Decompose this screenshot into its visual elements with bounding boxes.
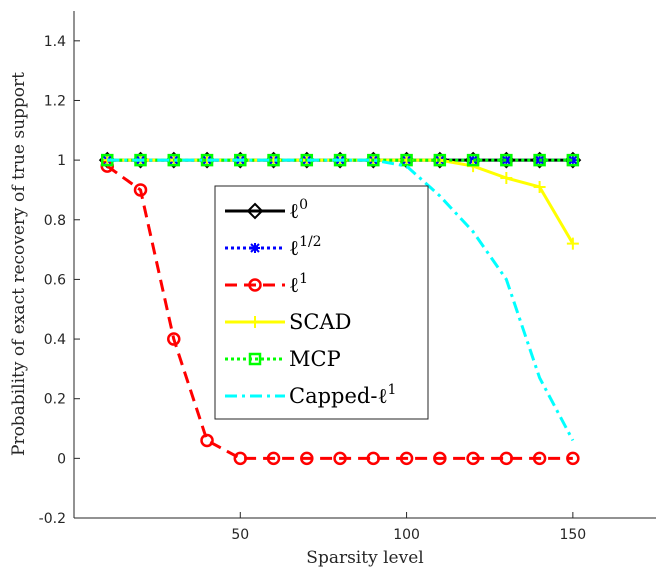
data-point xyxy=(500,153,513,167)
data-point xyxy=(566,153,580,167)
y-tick-label: 0 xyxy=(57,451,66,467)
legend-label: MCP xyxy=(289,347,341,371)
legend-label: ℓ1 xyxy=(289,271,308,297)
legend-label: Capped-ℓ1 xyxy=(289,382,396,408)
data-point xyxy=(500,172,513,185)
x-axis-label: Sparsity level xyxy=(306,548,423,568)
legend-entry: SCAD xyxy=(225,310,351,334)
legend-marker xyxy=(248,278,262,292)
series-line xyxy=(107,158,575,442)
legend-marker xyxy=(250,243,260,253)
data-point xyxy=(400,153,413,167)
x-tick-label: 100 xyxy=(393,527,420,543)
legend-box xyxy=(214,185,429,420)
data-point xyxy=(501,155,512,166)
legend-marker xyxy=(248,352,262,366)
legend-entry: ℓ0 xyxy=(225,197,308,223)
legend-label: ℓ0 xyxy=(289,197,308,223)
data-point xyxy=(533,153,546,167)
data-point xyxy=(532,451,547,466)
series-layer xyxy=(98,151,582,466)
data-point xyxy=(333,451,347,466)
data-point xyxy=(133,183,148,197)
data-point xyxy=(200,433,214,448)
legend-entry: Capped-ℓ1 xyxy=(225,382,396,408)
data-point xyxy=(566,451,580,466)
data-point xyxy=(466,451,480,466)
legend-entry: ℓ1/2 xyxy=(225,234,322,260)
legend-marker xyxy=(246,202,264,220)
y-tick-label: 0.6 xyxy=(44,272,66,288)
data-point xyxy=(533,180,546,193)
series-line xyxy=(106,164,573,460)
y-tick-label: -0.2 xyxy=(39,511,66,527)
y-tick-label: 1.2 xyxy=(44,93,66,109)
legend-marker xyxy=(249,316,261,328)
data-point xyxy=(366,451,381,466)
x-tick-label: 50 xyxy=(231,527,249,543)
data-point xyxy=(399,451,414,466)
data-point xyxy=(433,451,447,466)
y-tick-label: 0.8 xyxy=(44,213,66,229)
y-tick-label: 0.4 xyxy=(44,332,66,348)
legend-entry: MCP xyxy=(225,347,341,371)
y-axis-label: Probability of exact recovery of true su… xyxy=(9,72,29,456)
data-point xyxy=(167,332,181,346)
legend-entry: ℓ1 xyxy=(225,271,308,297)
axes xyxy=(73,11,656,519)
legend-label: ℓ1/2 xyxy=(289,234,322,260)
data-point xyxy=(466,153,480,167)
y-tick-label: 1.4 xyxy=(44,34,66,50)
data-point xyxy=(567,155,578,166)
y-tick-label: 0.2 xyxy=(44,392,66,408)
data-point xyxy=(433,153,447,167)
data-point xyxy=(300,451,314,466)
ticks-layer: -0.2 0 0.2 0.4 0.6 0.8 1 1.2 1.4 50 100 150 xyxy=(39,34,587,543)
x-tick-label: 150 xyxy=(559,527,586,543)
legend-label: SCAD xyxy=(289,310,351,334)
data-point xyxy=(233,451,248,466)
data-point xyxy=(566,237,579,250)
y-tick-label: 1 xyxy=(57,153,66,169)
data-point xyxy=(499,451,514,466)
series-5 xyxy=(107,158,575,442)
legend: ℓ0 ℓ1/2 ℓ1 SCAD MCP Capped-ℓ1 xyxy=(214,185,429,420)
data-point xyxy=(266,451,281,466)
series-2 xyxy=(100,159,580,466)
